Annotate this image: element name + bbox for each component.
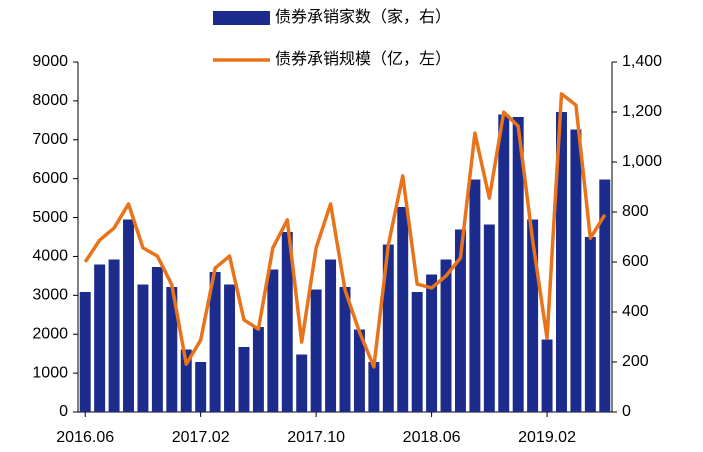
bar — [238, 347, 250, 412]
bar — [94, 264, 106, 412]
bar — [353, 329, 365, 412]
y2-tick-label: 0 — [622, 403, 631, 420]
y-tick-label: 5000 — [32, 209, 68, 226]
y2-tick-label: 1,000 — [622, 153, 662, 170]
legend-label: 债券承销规模（亿，左） — [275, 50, 451, 68]
bar — [281, 232, 293, 412]
bar — [541, 339, 553, 412]
bar — [123, 219, 134, 412]
bar — [108, 259, 120, 412]
bar — [469, 179, 481, 412]
bar — [339, 287, 351, 412]
y-tick-label: 1000 — [32, 364, 68, 381]
bar — [556, 112, 567, 412]
y-tick-label: 4000 — [32, 248, 68, 265]
y-tick-label: 3000 — [32, 287, 68, 304]
bar — [180, 349, 192, 412]
bar — [440, 259, 452, 412]
x-tick-label: 2018.06 — [403, 429, 461, 446]
bar — [454, 229, 466, 412]
y-tick-label: 2000 — [32, 325, 68, 342]
legend-swatch — [213, 11, 270, 25]
bar — [570, 129, 582, 412]
bar — [512, 117, 524, 412]
bar — [426, 274, 438, 412]
legend-label: 债券承销家数（家，右） — [275, 8, 451, 26]
bar — [397, 207, 409, 412]
y-tick-label: 8000 — [32, 92, 68, 109]
y2-tick-label: 800 — [622, 203, 649, 220]
y2-tick-label: 1,200 — [622, 103, 662, 120]
y-tick-label: 6000 — [32, 170, 68, 187]
y2-tick-label: 200 — [622, 353, 649, 370]
line — [83, 92, 607, 369]
bar — [252, 327, 264, 412]
bar — [267, 269, 279, 412]
bar — [411, 292, 423, 412]
bar — [310, 289, 322, 412]
y-tick-label: 7000 — [32, 131, 68, 148]
bar — [151, 267, 163, 412]
bar — [209, 272, 221, 412]
bar — [79, 292, 91, 412]
bar — [195, 362, 207, 412]
bar — [527, 219, 539, 412]
bar — [498, 114, 510, 412]
bar — [296, 354, 308, 412]
bar — [166, 287, 178, 412]
y-tick-label: 0 — [59, 403, 68, 420]
x-tick-label: 2016.06 — [56, 429, 114, 446]
bar — [584, 237, 596, 412]
y2-tick-label: 1,400 — [622, 53, 662, 70]
x-tick-label: 2017.02 — [172, 429, 230, 446]
bar — [224, 284, 236, 412]
bar — [137, 284, 149, 412]
bar — [325, 259, 337, 412]
y2-tick-label: 400 — [622, 303, 649, 320]
x-tick-label: 2019.02 — [518, 429, 576, 446]
bar — [368, 362, 380, 412]
y-tick-label: 9000 — [32, 53, 68, 70]
bar — [599, 179, 611, 412]
y2-tick-label: 600 — [622, 253, 649, 270]
x-tick-label: 2017.10 — [287, 429, 345, 446]
bar — [382, 244, 394, 412]
bar — [483, 224, 495, 412]
